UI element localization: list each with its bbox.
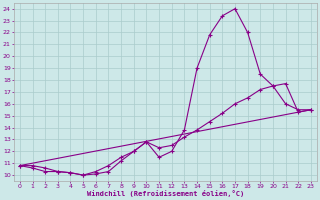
- X-axis label: Windchill (Refroidissement éolien,°C): Windchill (Refroidissement éolien,°C): [87, 190, 244, 197]
